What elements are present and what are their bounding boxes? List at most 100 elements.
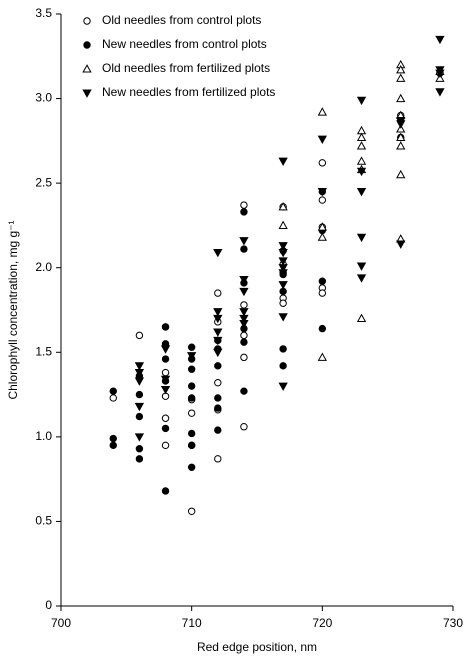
data-point [187,463,196,472]
data-point [187,352,197,361]
data-point [213,328,223,337]
data-point [240,208,248,216]
data-point [278,242,288,251]
data-point [109,394,117,402]
data-point [356,156,367,165]
data-point [356,233,367,243]
data-point [187,394,196,402]
data-point [279,362,287,370]
x-tick-label: 720 [312,616,332,630]
data-point [187,429,196,438]
data-point [214,394,222,402]
legend-marker [82,64,92,73]
data-point [109,441,117,450]
data-point [317,222,327,231]
data-point [396,73,406,82]
data-point [135,412,144,421]
data-point [161,441,170,450]
data-point [135,455,144,463]
data-point [213,248,223,258]
data-point [187,382,196,390]
data-point [213,348,223,358]
data-point [213,314,223,324]
data-point [317,232,327,241]
data-point [240,423,248,431]
data-point [134,433,145,442]
data-point [317,352,327,361]
data-point [214,455,222,463]
data-point [160,345,171,354]
data-point [134,369,145,378]
data-point [278,248,288,258]
y-tick-label: 0 [45,598,52,612]
data-point [278,281,288,290]
data-point [160,375,171,385]
data-point [135,331,144,340]
data-point [240,301,248,309]
data-point [435,35,445,45]
data-point [109,434,117,443]
y-axis-title: Chlorophyll concentration, mg g⁻¹ [6,220,20,399]
data-point [278,264,288,273]
data-point [240,245,248,253]
data-point [161,323,170,331]
data-point [161,414,170,422]
data-point [396,141,406,150]
data-point [396,169,406,179]
data-point [135,444,144,453]
data-point [396,64,406,74]
data-point [278,257,288,266]
data-point [279,299,287,307]
legend-marker [82,89,92,98]
data-point [161,355,170,363]
data-point [213,308,223,317]
data-point [396,132,406,142]
data-point [435,88,445,97]
data-point [278,201,288,211]
data-point [318,277,327,285]
data-point [278,313,288,322]
data-point [240,387,248,395]
data-point [161,487,170,495]
data-point [356,167,367,177]
x-tick-label: 710 [182,616,202,630]
data-point [239,276,249,285]
data-point [356,132,367,142]
data-point [214,362,222,370]
data-point [187,507,196,515]
data-point [161,424,170,433]
data-point [356,96,367,106]
data-point [161,368,170,377]
legend-label: New needles from fertilized plots [102,85,275,99]
data-point [396,120,406,129]
data-point [278,220,288,229]
data-point [239,314,249,324]
data-point [396,240,406,249]
data-point [239,319,249,329]
data-point [239,237,249,246]
data-point [356,262,367,271]
data-point [239,308,249,317]
data-point [214,289,222,297]
data-point [240,201,248,209]
data-point [187,343,196,351]
data-point [240,338,248,346]
legend-marker [83,41,91,49]
data-point [240,353,248,362]
data-point [160,385,171,395]
data-point [317,107,327,116]
data-point [318,289,327,297]
data-point [214,404,222,412]
data-point [279,345,287,353]
y-tick-label: 1.0 [35,429,52,443]
data-point [396,93,406,103]
data-point [318,324,327,333]
data-point [239,287,249,297]
data-point [213,336,223,346]
y-tick-label: 2.0 [35,260,52,274]
data-point [187,409,196,417]
data-point [187,365,196,373]
data-point [135,390,144,399]
x-tick-label: 700 [51,616,71,630]
